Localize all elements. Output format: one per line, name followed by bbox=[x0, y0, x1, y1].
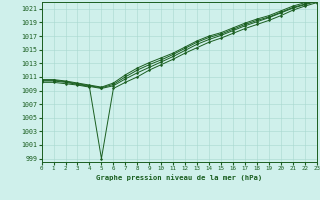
X-axis label: Graphe pression niveau de la mer (hPa): Graphe pression niveau de la mer (hPa) bbox=[96, 174, 262, 181]
